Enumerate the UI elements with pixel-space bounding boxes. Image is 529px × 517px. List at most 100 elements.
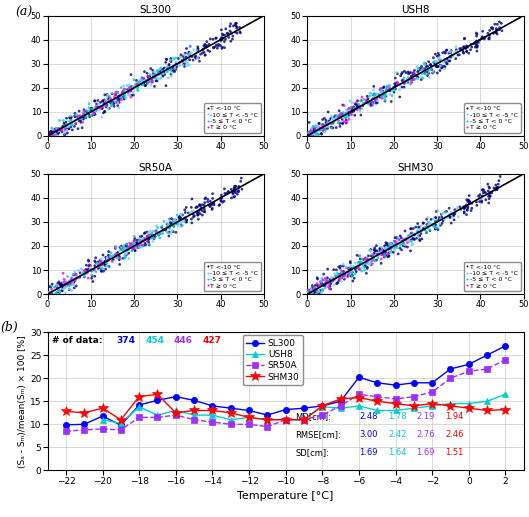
Point bbox=[113, 88, 122, 97]
Point bbox=[64, 280, 72, 288]
Point bbox=[379, 87, 387, 96]
Point bbox=[136, 241, 145, 249]
Point bbox=[388, 240, 396, 248]
Point bbox=[336, 272, 345, 280]
Point bbox=[55, 125, 63, 133]
Point bbox=[307, 125, 315, 133]
Point bbox=[438, 63, 446, 71]
Text: 2.19: 2.19 bbox=[417, 413, 435, 421]
Point bbox=[148, 229, 156, 237]
Point bbox=[431, 223, 440, 232]
Point bbox=[77, 114, 86, 122]
Point bbox=[441, 49, 450, 57]
Point bbox=[87, 265, 95, 273]
Point bbox=[447, 208, 455, 217]
Point bbox=[310, 125, 318, 133]
Point bbox=[414, 64, 423, 72]
Point bbox=[149, 73, 157, 82]
SHM30 bbox=[393, 401, 399, 407]
Point bbox=[212, 41, 221, 49]
Point bbox=[367, 252, 376, 260]
Point bbox=[96, 258, 105, 266]
Point bbox=[127, 91, 136, 99]
Point bbox=[224, 188, 232, 196]
Point bbox=[472, 39, 481, 48]
Point bbox=[359, 99, 368, 108]
Point bbox=[200, 40, 209, 49]
Point bbox=[148, 78, 156, 86]
Point bbox=[163, 65, 172, 73]
Point bbox=[426, 60, 434, 69]
Point bbox=[326, 119, 335, 128]
Text: (b): (b) bbox=[0, 321, 18, 334]
Point bbox=[375, 249, 383, 257]
Point bbox=[336, 122, 344, 130]
Point bbox=[386, 86, 395, 95]
Point bbox=[89, 111, 98, 119]
Point bbox=[306, 285, 315, 294]
Point bbox=[485, 35, 493, 43]
Point bbox=[208, 190, 217, 198]
Point bbox=[473, 42, 481, 51]
Point bbox=[349, 277, 357, 285]
Point bbox=[92, 254, 100, 262]
Point bbox=[363, 264, 371, 272]
Point bbox=[61, 283, 69, 291]
Point bbox=[425, 68, 433, 76]
Point bbox=[384, 86, 392, 94]
Point bbox=[120, 247, 129, 255]
Point bbox=[416, 232, 424, 240]
Point bbox=[176, 222, 185, 231]
Point bbox=[479, 186, 487, 194]
Point bbox=[396, 93, 404, 101]
Point bbox=[158, 230, 167, 238]
Point bbox=[326, 276, 335, 284]
Point bbox=[318, 288, 326, 297]
Point bbox=[94, 261, 102, 269]
Point bbox=[118, 88, 126, 97]
Point bbox=[348, 108, 356, 116]
Point bbox=[321, 282, 330, 290]
Legend: T <-10 °C, -10 ≤ T < -5 °C, -5 ≤ T < 0 °C, T ≥ 0 °C: T <-10 °C, -10 ≤ T < -5 °C, -5 ≤ T < 0 °… bbox=[464, 103, 521, 133]
Point bbox=[328, 277, 336, 285]
Point bbox=[451, 210, 459, 218]
Point bbox=[103, 259, 111, 267]
Point bbox=[324, 279, 333, 287]
Point bbox=[145, 72, 153, 80]
Point bbox=[215, 201, 223, 209]
Point bbox=[323, 124, 332, 132]
Point bbox=[425, 69, 433, 78]
Point bbox=[93, 260, 102, 268]
USH8 bbox=[282, 417, 289, 423]
Point bbox=[104, 98, 113, 106]
Point bbox=[79, 115, 88, 123]
Text: 446: 446 bbox=[174, 336, 193, 345]
Point bbox=[393, 78, 401, 86]
Point bbox=[492, 28, 500, 37]
Point bbox=[56, 287, 64, 296]
Point bbox=[392, 239, 400, 247]
Point bbox=[217, 197, 225, 205]
Point bbox=[485, 199, 493, 207]
Point bbox=[321, 284, 330, 292]
Point bbox=[102, 260, 110, 268]
Point bbox=[234, 188, 243, 196]
Point bbox=[126, 242, 134, 250]
Point bbox=[50, 290, 59, 298]
Point bbox=[340, 272, 349, 280]
Point bbox=[104, 95, 112, 103]
Point bbox=[234, 184, 243, 192]
Point bbox=[61, 288, 70, 297]
Point bbox=[139, 81, 147, 89]
Point bbox=[63, 129, 71, 137]
SHM30 bbox=[191, 407, 197, 414]
Title: SL300: SL300 bbox=[140, 5, 172, 14]
Point bbox=[354, 259, 362, 267]
Point bbox=[117, 83, 125, 92]
Point bbox=[497, 19, 506, 27]
Point bbox=[440, 65, 449, 73]
Point bbox=[445, 48, 454, 56]
Point bbox=[102, 253, 110, 262]
Point bbox=[103, 253, 111, 262]
Point bbox=[447, 47, 455, 55]
